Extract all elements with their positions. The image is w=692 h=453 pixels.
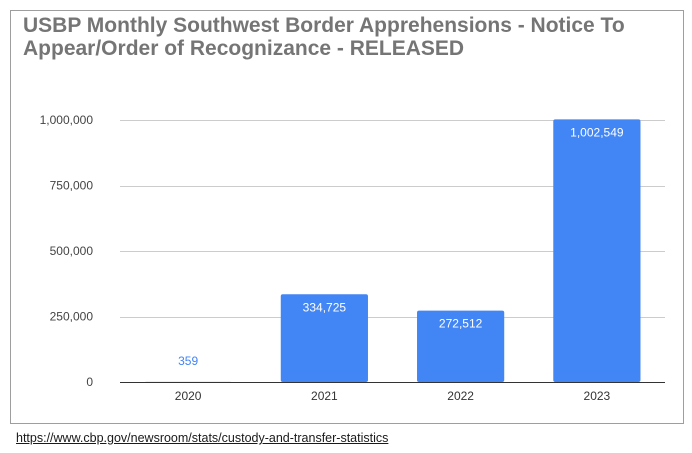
data-label: 272,512 xyxy=(439,317,483,331)
source-link[interactable]: https://www.cbp.gov/newsroom/stats/custo… xyxy=(16,431,389,445)
data-label: 359 xyxy=(178,354,198,368)
bars xyxy=(144,119,641,383)
chart-title: USBP Monthly Southwest Border Apprehensi… xyxy=(23,14,625,60)
bar-2023 xyxy=(553,119,641,383)
x-tick-label: 2023 xyxy=(584,389,611,403)
y-tick-label: 0 xyxy=(86,375,93,389)
y-tick-label: 500,000 xyxy=(50,244,94,258)
y-axis-ticks: 0 250,000 500,000 750,000 1,000,000 xyxy=(40,113,94,389)
x-axis-ticks: 2020 2021 2022 2023 xyxy=(175,389,611,403)
data-labels: 359 334,725 272,512 1,002,549 xyxy=(178,125,624,368)
y-tick-label: 1,000,000 xyxy=(40,113,94,127)
bar-2021 xyxy=(280,294,368,382)
x-tick-label: 2021 xyxy=(311,389,338,403)
bar-2022 xyxy=(417,310,505,382)
x-tick-label: 2022 xyxy=(447,389,474,403)
y-tick-label: 250,000 xyxy=(50,310,94,324)
data-label: 1,002,549 xyxy=(570,125,624,139)
data-label: 334,725 xyxy=(303,300,347,314)
y-tick-label: 750,000 xyxy=(50,179,94,193)
x-tick-label: 2020 xyxy=(175,389,202,403)
